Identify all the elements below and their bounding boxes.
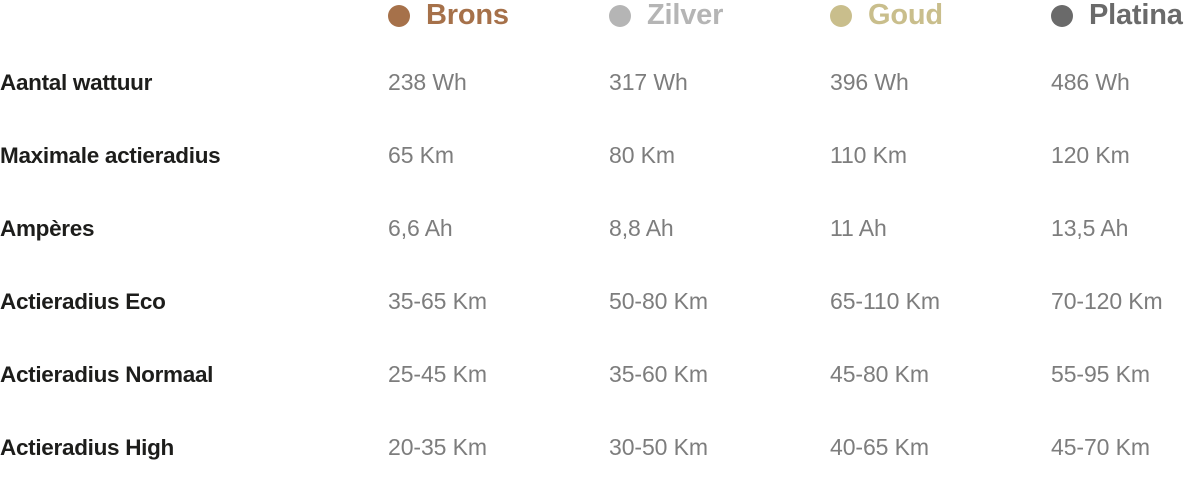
cell-brons: 6,6 Ah bbox=[388, 215, 453, 242]
column-header-zilver: Zilver bbox=[609, 0, 830, 30]
cell-platina: 486 Wh bbox=[1051, 69, 1130, 96]
column-header-platina: Platina bbox=[1051, 0, 1200, 30]
cell-platina: 70-120 Km bbox=[1051, 288, 1163, 315]
cell-brons: 35-65 Km bbox=[388, 288, 487, 315]
table-row: Actieradius Normaal 25-45 Km 35-60 Km 45… bbox=[0, 338, 1200, 411]
cell-goud: 11 Ah bbox=[830, 215, 887, 242]
column-header-label: Goud bbox=[868, 0, 943, 31]
column-header-label: Platina bbox=[1089, 0, 1183, 31]
cell-goud: 65-110 Km bbox=[830, 288, 940, 315]
cell-zilver: 317 Wh bbox=[609, 69, 688, 96]
cell-brons: 20-35 Km bbox=[388, 434, 487, 461]
column-header-goud: Goud bbox=[830, 0, 1051, 30]
cell-platina: 45-70 Km bbox=[1051, 434, 1150, 461]
row-label: Actieradius Normaal bbox=[0, 361, 214, 387]
column-header-label: Zilver bbox=[647, 0, 724, 31]
table-row: Actieradius Eco 35-65 Km 50-80 Km 65-110… bbox=[0, 265, 1200, 338]
cell-goud: 110 Km bbox=[830, 142, 907, 169]
cell-goud: 40-65 Km bbox=[830, 434, 929, 461]
cell-brons: 25-45 Km bbox=[388, 361, 487, 388]
table-row: Maximale actieradius 65 Km 80 Km 110 Km … bbox=[0, 119, 1200, 192]
cell-brons: 238 Wh bbox=[388, 69, 467, 96]
row-label: Actieradius High bbox=[0, 434, 174, 460]
cell-brons: 65 Km bbox=[388, 142, 454, 169]
table-body: Aantal wattuur 238 Wh 317 Wh 396 Wh 486 … bbox=[0, 46, 1200, 484]
cell-platina: 55-95 Km bbox=[1051, 361, 1150, 388]
cell-zilver: 30-50 Km bbox=[609, 434, 708, 461]
table-header-row: Brons Zilver Goud Platina bbox=[0, 0, 1200, 46]
cell-zilver: 80 Km bbox=[609, 142, 675, 169]
bronze-dot-icon bbox=[388, 4, 410, 27]
gold-dot-icon bbox=[830, 4, 852, 27]
column-header-brons: Brons bbox=[388, 0, 609, 30]
column-header-label: Brons bbox=[426, 0, 509, 31]
cell-zilver: 8,8 Ah bbox=[609, 215, 674, 242]
table-row: Aantal wattuur 238 Wh 317 Wh 396 Wh 486 … bbox=[0, 46, 1200, 119]
platinum-dot-icon bbox=[1051, 4, 1073, 27]
cell-zilver: 50-80 Km bbox=[609, 288, 708, 315]
table-row: Actieradius High 20-35 Km 30-50 Km 40-65… bbox=[0, 411, 1200, 484]
cell-goud: 396 Wh bbox=[830, 69, 909, 96]
row-label: Maximale actieradius bbox=[0, 142, 221, 168]
table-row: Ampères 6,6 Ah 8,8 Ah 11 Ah 13,5 Ah bbox=[0, 192, 1200, 265]
row-label: Ampères bbox=[0, 215, 95, 241]
row-label: Actieradius Eco bbox=[0, 288, 166, 314]
cell-platina: 13,5 Ah bbox=[1051, 215, 1129, 242]
silver-dot-icon bbox=[609, 4, 631, 27]
cell-goud: 45-80 Km bbox=[830, 361, 929, 388]
cell-zilver: 35-60 Km bbox=[609, 361, 708, 388]
row-label: Aantal wattuur bbox=[0, 69, 153, 95]
cell-platina: 120 Km bbox=[1051, 142, 1130, 169]
